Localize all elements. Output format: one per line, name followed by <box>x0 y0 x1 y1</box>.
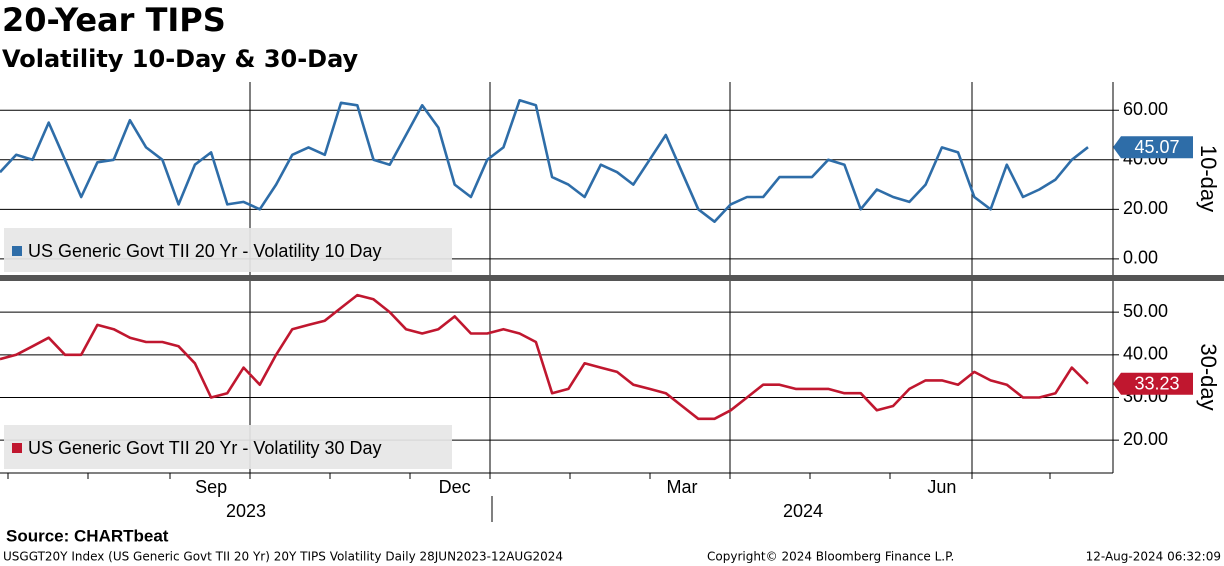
legend-swatch <box>12 246 22 256</box>
x-tick-label: Sep <box>195 477 227 497</box>
legend-box <box>4 425 452 469</box>
last-value-box <box>1113 372 1193 395</box>
last-value-box <box>1113 136 1193 159</box>
y-tick-label: 50.00 <box>1123 301 1168 321</box>
y-axis-title: 10-day <box>1196 145 1221 212</box>
y-tick-label: 20.00 <box>1123 198 1168 218</box>
source: Source: CHARTbeat <box>6 526 169 545</box>
x-tick-label: Jun <box>927 477 956 497</box>
copyright: Copyright© 2024 Bloomberg Finance L.P. <box>707 550 954 564</box>
chart-subtitle: Volatility 10-Day & 30-Day <box>2 45 359 73</box>
y-tick-label: 0.00 <box>1123 248 1158 268</box>
last-value-label: 33.23 <box>1134 373 1179 393</box>
legend-label: US Generic Govt TII 20 Yr - Volatility 3… <box>28 438 381 458</box>
y-tick-label: 40.00 <box>1123 344 1168 364</box>
legend-swatch <box>12 443 22 453</box>
year-label: 2024 <box>783 501 823 521</box>
panel-separator <box>0 275 1224 281</box>
y-axis-title: 30-day <box>1196 343 1221 410</box>
series-line <box>0 293 1089 421</box>
y-tick-label: 60.00 <box>1123 99 1168 119</box>
x-tick-label: Mar <box>667 477 698 497</box>
legend-box <box>4 228 452 272</box>
year-label: 2023 <box>226 501 266 521</box>
x-tick-label: Dec <box>439 477 471 497</box>
y-tick-label: 20.00 <box>1123 429 1168 449</box>
series-line <box>0 99 1089 223</box>
last-value-label: 45.07 <box>1134 137 1179 157</box>
legend-label: US Generic Govt TII 20 Yr - Volatility 1… <box>28 241 381 261</box>
timestamp: 12-Aug-2024 06:32:09 <box>1086 550 1221 564</box>
description: USGGT20Y Index (US Generic Govt TII 20 Y… <box>3 550 563 564</box>
chart-title: 20-Year TIPS <box>2 1 226 39</box>
